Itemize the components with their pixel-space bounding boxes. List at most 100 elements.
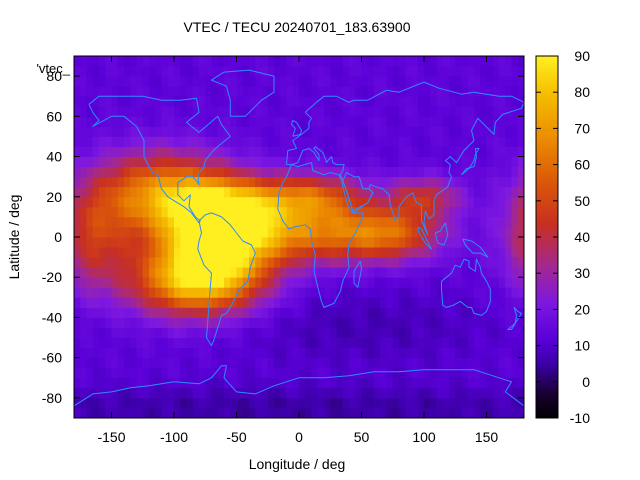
heatmap-cell [255, 307, 262, 318]
heatmap-cell [324, 337, 331, 349]
heatmap-cell [374, 307, 381, 318]
heatmap-cell [511, 327, 519, 338]
heatmap-cell [430, 317, 437, 328]
heatmap-cell [255, 397, 262, 409]
coastlines [73, 69, 525, 407]
heatmap-cell [411, 377, 419, 389]
heatmap-cell [86, 357, 94, 369]
heatmap-cell [211, 176, 219, 188]
heatmap-cell [324, 56, 331, 67]
heatmap-cell [455, 347, 462, 359]
heatmap-cell [442, 66, 450, 77]
heatmap-cell [349, 387, 356, 399]
heatmap-cell [74, 196, 81, 208]
heatmap-cell [336, 327, 344, 338]
heatmap-cell [136, 287, 144, 298]
heatmap-cell [149, 216, 156, 228]
heatmap-cell [367, 237, 375, 248]
heatmap-cell [342, 287, 350, 298]
heatmap-cell [174, 86, 181, 97]
heatmap-cell [324, 287, 331, 298]
heatmap-cell [249, 377, 256, 389]
heatmap-cell [86, 176, 94, 188]
heatmap-cell [499, 206, 506, 218]
heatmap-cell [511, 367, 519, 379]
heatmap-cell [99, 226, 106, 238]
heatmap-cell [186, 317, 194, 328]
heatmap-cell [180, 96, 187, 107]
heatmap-cell [155, 186, 162, 198]
heatmap-cell [180, 216, 187, 228]
heatmap-cell [486, 397, 494, 409]
heatmap-cell [311, 357, 319, 369]
heatmap-cell [186, 126, 194, 137]
heatmap-cell [374, 136, 381, 147]
heatmap-cell [511, 407, 519, 419]
heatmap-cell [167, 357, 175, 369]
heatmap-cell [305, 277, 312, 288]
heatmap-cell [342, 196, 350, 208]
colorbar-segment [536, 233, 558, 238]
heatmap-cell [361, 126, 369, 137]
heatmap-cell [242, 327, 250, 338]
colorbar-tick-label: 40 [574, 229, 590, 245]
heatmap-cell [436, 407, 444, 419]
heatmap-cell [249, 136, 256, 147]
colorbar-segment [536, 330, 558, 335]
heatmap-cell [399, 166, 406, 178]
heatmap-cell [211, 116, 219, 127]
colorbar-segment [536, 182, 558, 187]
heatmap-cell [330, 196, 337, 208]
heatmap-cell [80, 317, 87, 328]
heatmap-cell [505, 106, 512, 117]
heatmap-cell [436, 76, 444, 87]
heatmap-cell [74, 76, 81, 87]
heatmap-cell [155, 327, 162, 338]
heatmap-cell [99, 196, 106, 208]
heatmap-cell [361, 327, 369, 338]
heatmap-cell [92, 267, 100, 278]
heatmap-cell [492, 136, 500, 147]
heatmap-cell [336, 216, 344, 228]
colorbar-segment [536, 86, 558, 90]
heatmap-cell [424, 116, 431, 127]
heatmap-cell [292, 317, 300, 328]
heatmap-cell [430, 176, 437, 188]
heatmap-cell [274, 257, 281, 268]
heatmap-cell [511, 216, 519, 228]
heatmap-cell [380, 397, 387, 409]
heatmap-cell [461, 367, 469, 379]
heatmap-cell [174, 257, 181, 268]
heatmap-cell [186, 387, 194, 399]
heatmap-cell [99, 317, 106, 328]
colorbar-segment [536, 264, 558, 268]
heatmap-cell [330, 297, 337, 308]
heatmap-cell [124, 267, 131, 278]
heatmap-cell [280, 247, 287, 258]
colorbar-segment [536, 267, 558, 271]
heatmap-cell [292, 196, 300, 208]
heatmap-cell [161, 196, 169, 208]
heatmap-cell [355, 56, 362, 67]
heatmap-cell [311, 277, 319, 288]
heatmap-cell [299, 176, 306, 188]
heatmap-cell [80, 206, 87, 218]
heatmap-cell [186, 307, 194, 318]
heatmap-cell [74, 387, 81, 399]
heatmap-cell [161, 357, 169, 369]
colorbar-segment [536, 309, 558, 313]
heatmap-cell [424, 317, 431, 328]
heatmap-cell [130, 196, 137, 208]
heatmap-cell [292, 146, 300, 157]
heatmap-cell [430, 287, 437, 298]
heatmap-cell [461, 196, 469, 208]
heatmap-cell [436, 56, 444, 67]
heatmap-cell [455, 116, 462, 127]
heatmap-cell [480, 277, 487, 288]
heatmap-cell [267, 397, 275, 409]
heatmap-cell [111, 327, 119, 338]
heatmap-cell [386, 387, 394, 399]
heatmap-cell [486, 216, 494, 228]
colorbar-segment [536, 125, 558, 129]
heatmap-cell [467, 136, 475, 147]
